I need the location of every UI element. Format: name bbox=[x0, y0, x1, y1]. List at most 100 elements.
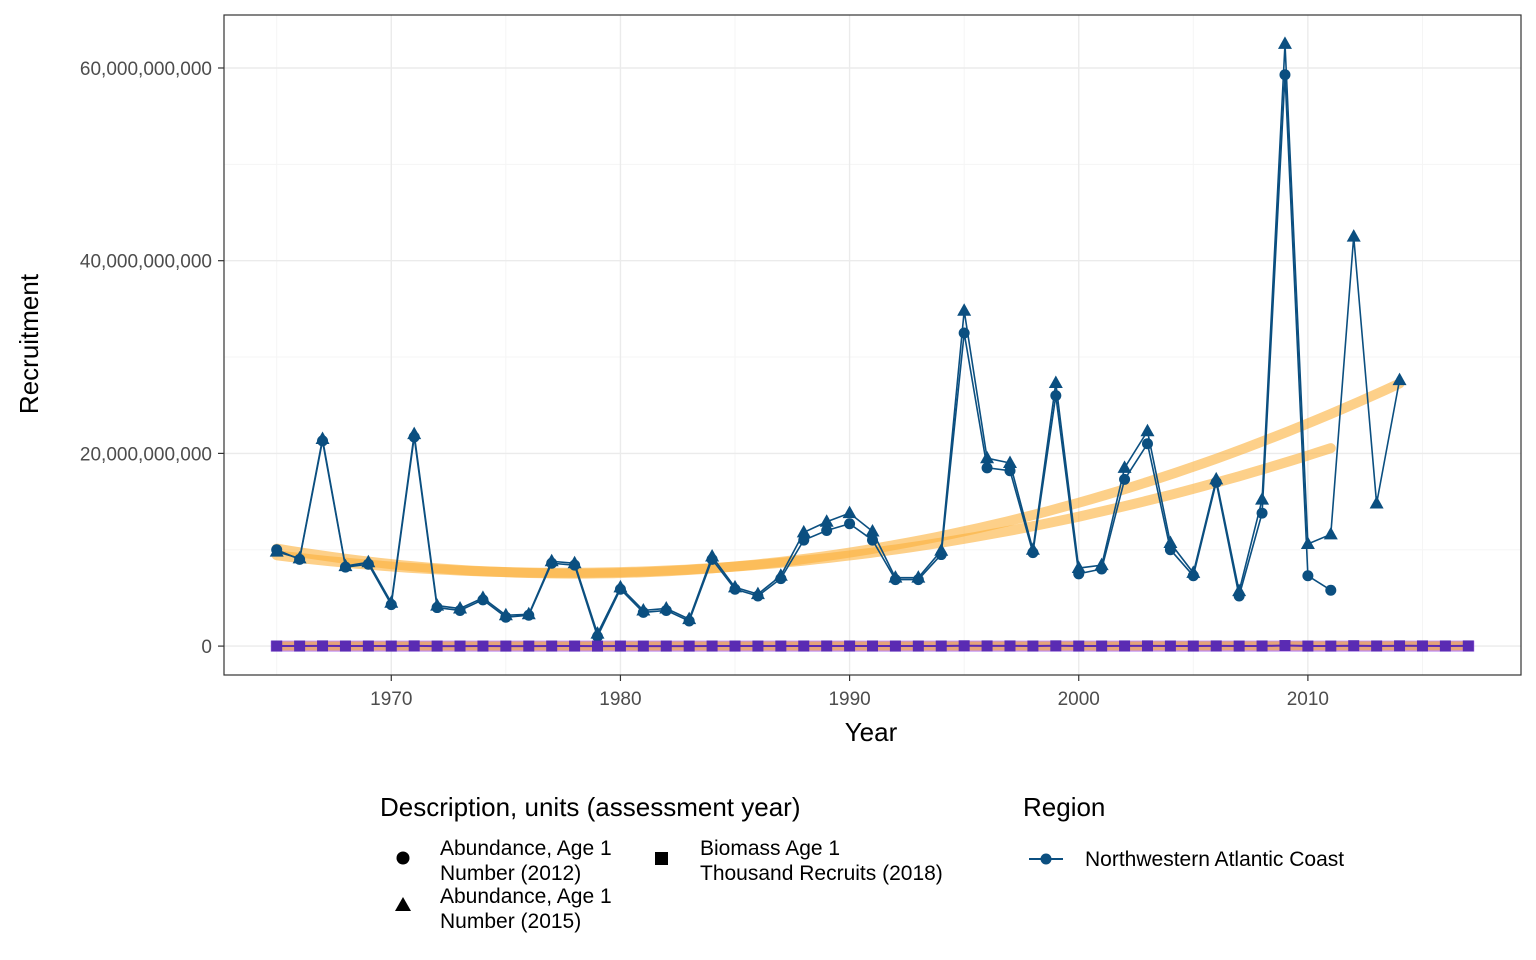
data-point bbox=[475, 590, 490, 603]
data-point bbox=[1371, 640, 1383, 652]
data-point bbox=[957, 303, 972, 316]
y-tick-label: 40,000,000,000 bbox=[80, 252, 212, 273]
data-point bbox=[431, 640, 443, 652]
data-point bbox=[1163, 535, 1178, 548]
data-point bbox=[613, 579, 628, 593]
data-point bbox=[1025, 542, 1040, 555]
data-point bbox=[1439, 640, 1451, 652]
data-point bbox=[1186, 565, 1201, 578]
data-point bbox=[1140, 423, 1155, 437]
trend-line-series-1 bbox=[271, 378, 1405, 579]
x-tick-label: 1970 bbox=[370, 689, 412, 710]
data-point bbox=[1300, 536, 1315, 549]
data-point bbox=[865, 523, 880, 537]
data-point bbox=[1071, 560, 1086, 574]
data-point bbox=[1050, 390, 1062, 402]
data-point bbox=[1210, 640, 1222, 652]
data-point bbox=[660, 640, 672, 652]
data-point bbox=[498, 607, 513, 621]
data-point bbox=[867, 534, 878, 546]
data-point bbox=[867, 640, 878, 652]
data-point bbox=[1416, 640, 1428, 652]
series-markers bbox=[269, 36, 1474, 652]
data-point bbox=[637, 640, 649, 652]
data-point bbox=[773, 568, 788, 581]
data-point bbox=[1277, 36, 1292, 49]
legend-shape-title: Description, units (assessment year) bbox=[380, 792, 800, 822]
data-point bbox=[636, 602, 651, 616]
data-point bbox=[590, 626, 605, 639]
data-point bbox=[981, 462, 993, 474]
x-tick-label: 2010 bbox=[1287, 689, 1329, 710]
y-tick-label: 20,000,000,000 bbox=[80, 444, 212, 465]
data-point bbox=[682, 611, 697, 625]
data-point bbox=[567, 555, 582, 569]
data-point bbox=[889, 640, 901, 652]
data-point bbox=[1141, 438, 1153, 450]
data-point bbox=[477, 640, 489, 652]
y-axis-title: Recruitment bbox=[14, 273, 44, 414]
data-point bbox=[1325, 640, 1337, 652]
data-point bbox=[750, 586, 765, 600]
data-point bbox=[659, 601, 674, 614]
data-point bbox=[842, 505, 857, 519]
panel-border bbox=[223, 14, 1522, 676]
data-point bbox=[1073, 640, 1085, 652]
data-point bbox=[315, 431, 330, 444]
data-point bbox=[1027, 640, 1039, 652]
data-point bbox=[1302, 640, 1314, 652]
data-point bbox=[844, 518, 856, 530]
data-point bbox=[911, 570, 926, 583]
data-point bbox=[1004, 640, 1016, 652]
data-point bbox=[453, 601, 468, 614]
data-point bbox=[361, 554, 376, 568]
x-tick-label: 2000 bbox=[1058, 689, 1100, 710]
data-point bbox=[1279, 640, 1291, 652]
data-point bbox=[1302, 570, 1314, 582]
data-point bbox=[1256, 507, 1268, 519]
data-point bbox=[1233, 640, 1245, 652]
data-point bbox=[1232, 583, 1247, 597]
data-point bbox=[384, 595, 399, 608]
data-point bbox=[798, 640, 810, 652]
data-point bbox=[1346, 229, 1361, 242]
legend-shape: Description, units (assessment year) Abu… bbox=[380, 792, 943, 933]
data-point bbox=[796, 524, 811, 538]
x-axis-title: Year bbox=[845, 717, 898, 747]
data-point bbox=[1187, 640, 1199, 652]
data-point bbox=[821, 640, 833, 652]
data-point bbox=[683, 640, 695, 652]
data-point bbox=[935, 640, 947, 652]
data-point bbox=[1164, 640, 1176, 652]
data-point bbox=[1119, 473, 1131, 485]
data-point bbox=[1369, 495, 1384, 509]
data-point bbox=[614, 640, 626, 652]
legend-item-2012-line2: Number (2012) bbox=[440, 862, 581, 885]
legend-item-2015-line2: Number (2015) bbox=[440, 910, 581, 933]
y-tick-label: 0 bbox=[201, 637, 212, 658]
data-point bbox=[294, 640, 306, 652]
data-point bbox=[317, 640, 329, 652]
x-axis-ticks: 1970 1980 1990 2000 2010 bbox=[370, 675, 1329, 710]
data-point bbox=[1279, 69, 1291, 81]
legend-region-label: Northwestern Atlantic Coast bbox=[1085, 848, 1344, 871]
data-point bbox=[1348, 640, 1360, 652]
data-point bbox=[292, 550, 307, 564]
data-point bbox=[1392, 372, 1407, 386]
data-point bbox=[1094, 557, 1109, 571]
data-point bbox=[1323, 526, 1338, 540]
data-point bbox=[981, 640, 993, 652]
data-point bbox=[546, 640, 558, 652]
data-point bbox=[500, 640, 512, 652]
data-point bbox=[1119, 640, 1131, 652]
data-point bbox=[523, 640, 535, 652]
data-point bbox=[339, 640, 351, 652]
data-point bbox=[1209, 471, 1224, 485]
data-point bbox=[407, 426, 422, 440]
data-point bbox=[819, 514, 834, 527]
data-point bbox=[385, 640, 397, 652]
legend-region: Region Northwestern Atlantic Coast bbox=[1023, 792, 1344, 871]
data-point bbox=[1256, 640, 1268, 652]
legend-region-point-icon bbox=[1040, 853, 1052, 865]
